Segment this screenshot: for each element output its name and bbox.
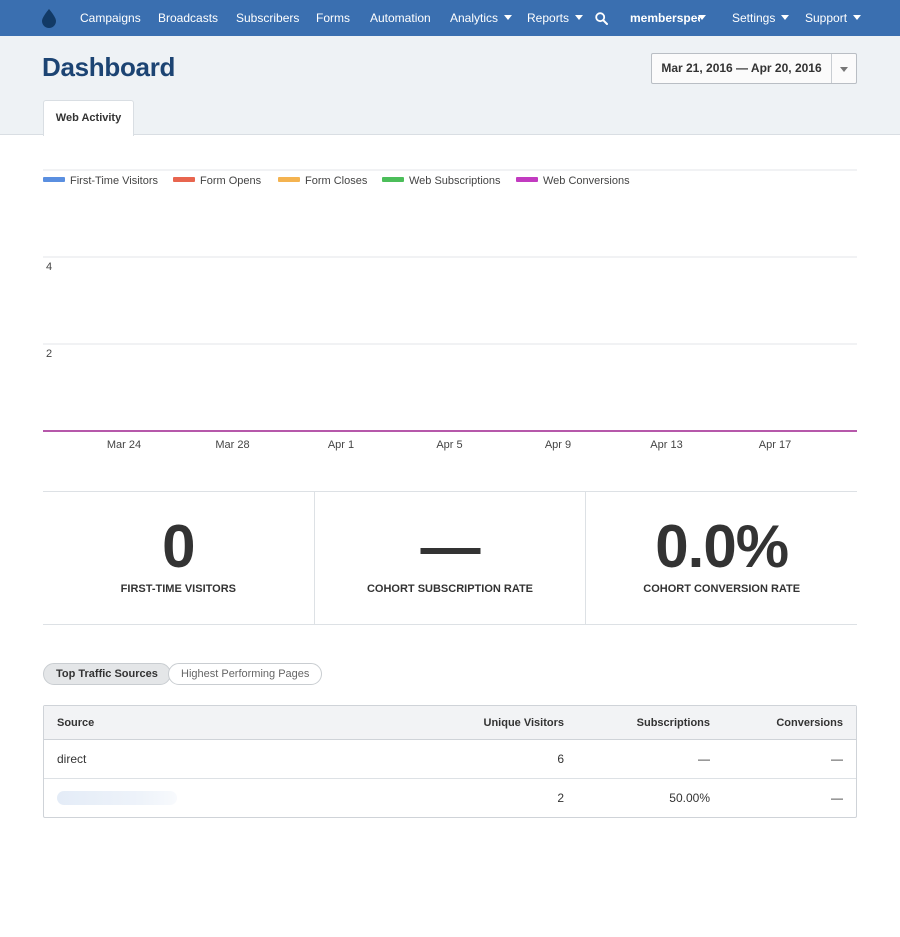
stat-value: — — [420, 513, 481, 580]
nav-reports[interactable]: Reports — [527, 0, 584, 36]
nav-settings[interactable]: Settings — [732, 0, 790, 36]
tab-top-traffic-sources[interactable]: Top Traffic Sources — [43, 663, 171, 685]
page-title: Dashboard — [42, 52, 176, 82]
nav-support[interactable]: Support — [805, 0, 862, 36]
subscriptions-cell: 50.00% — [669, 791, 710, 805]
table-header-row: Source Unique Visitors Subscriptions Con… — [44, 706, 856, 740]
column-header-source[interactable]: Source — [57, 716, 95, 729]
x-tick-label: Apr 5 — [436, 439, 462, 451]
x-tick-label: Mar 24 — [107, 439, 141, 451]
top-navigation: Campaigns Broadcasts Subscribers Forms A… — [0, 0, 900, 36]
chevron-down-icon — [840, 67, 848, 72]
nav-support-label: Support — [805, 11, 848, 25]
stat-cohort-conversion-rate: 0.0% COHORT CONVERSION RATE — [585, 492, 857, 624]
stat-value: 0.0% — [655, 513, 789, 580]
legend-item[interactable]: Web Conversions — [516, 175, 630, 187]
tab-highest-performing-pages[interactable]: Highest Performing Pages — [168, 663, 323, 685]
stat-value: 0 — [162, 513, 195, 580]
table-row: 2 50.00% — — [44, 779, 856, 817]
legend-item[interactable]: First-Time Visitors — [43, 175, 158, 187]
stat-caption: COHORT CONVERSION RATE — [643, 583, 801, 595]
x-tick-label: Apr 1 — [328, 439, 354, 451]
account-menu-label[interactable]: memberspee — [630, 11, 700, 25]
nav-subscribers[interactable]: Subscribers — [236, 11, 300, 25]
x-tick-label: Apr 9 — [545, 439, 571, 451]
source-cell — [57, 779, 177, 817]
column-header-unique-visitors[interactable]: Unique Visitors — [483, 716, 564, 729]
stat-cohort-subscription-rate: — COHORT SUBSCRIPTION RATE — [313, 492, 586, 624]
legend-item[interactable]: Form Opens — [173, 175, 261, 187]
stat-caption: FIRST-TIME VISITORS — [120, 583, 236, 595]
date-range-label: Mar 21, 2016 — Apr 20, 2016 — [661, 61, 822, 75]
conversions-cell: — — [831, 752, 843, 766]
visitors-cell: 2 — [557, 791, 564, 805]
visitors-cell: 6 — [557, 752, 564, 766]
stats-panel: 0 FIRST-TIME VISITORS — COHORT SUBSCRIPT… — [43, 491, 857, 625]
y-tick-label: 4 — [46, 261, 52, 273]
date-range-picker[interactable]: Mar 21, 2016 — Apr 20, 2016 — [651, 53, 857, 84]
x-tick-label: Apr 17 — [759, 439, 791, 451]
source-cell: direct — [57, 752, 87, 766]
nav-forms[interactable]: Forms — [316, 11, 350, 25]
chevron-down-icon — [504, 15, 513, 20]
traffic-sources-table: Source Unique Visitors Subscriptions Con… — [43, 705, 857, 818]
legend-swatch — [278, 177, 300, 182]
nav-analytics[interactable]: Analytics — [450, 0, 513, 36]
stat-first-time-visitors: 0 FIRST-TIME VISITORS — [43, 492, 314, 624]
nav-broadcasts[interactable]: Broadcasts — [158, 11, 219, 25]
legend-label: Web Subscriptions — [409, 175, 501, 187]
x-tick-label: Apr 13 — [650, 439, 682, 451]
legend-label: Form Closes — [305, 175, 368, 187]
chevron-down-icon — [575, 15, 584, 20]
y-tick-label: 2 — [46, 348, 52, 360]
legend-swatch — [516, 177, 538, 182]
search-icon[interactable] — [595, 12, 608, 25]
legend-swatch — [173, 177, 195, 182]
legend-swatch — [382, 177, 404, 182]
chevron-down-icon — [781, 15, 790, 20]
legend-item[interactable]: Form Closes — [278, 175, 367, 187]
legend-label: First-Time Visitors — [70, 175, 158, 187]
nav-campaigns[interactable]: Campaigns — [80, 11, 141, 25]
legend-swatch — [43, 177, 65, 182]
redacted-source — [57, 791, 177, 805]
legend-label: Form Opens — [200, 175, 262, 187]
page-header — [0, 36, 900, 135]
column-header-conversions[interactable]: Conversions — [776, 716, 843, 729]
table-row: direct 6 — — — [44, 740, 856, 779]
nav-analytics-label: Analytics — [450, 11, 499, 25]
legend-item[interactable]: Web Subscriptions — [382, 175, 501, 187]
nav-automation[interactable]: Automation — [370, 11, 431, 25]
stat-caption: COHORT SUBSCRIPTION RATE — [366, 583, 534, 595]
conversions-cell: — — [831, 791, 843, 805]
chevron-down-icon[interactable] — [698, 15, 706, 20]
subscriptions-cell: — — [698, 752, 710, 766]
chevron-down-icon — [853, 15, 862, 20]
x-tick-label: Mar 28 — [215, 439, 249, 451]
legend-label: Web Conversions — [543, 175, 630, 187]
tab-web-activity[interactable]: Web Activity — [43, 100, 134, 136]
nav-settings-label: Settings — [732, 11, 776, 25]
date-range-toggle[interactable] — [831, 54, 856, 83]
nav-reports-label: Reports — [527, 11, 570, 25]
drop-icon[interactable] — [41, 9, 57, 28]
web-activity-chart: 2 4 Mar 24 Mar 28 Apr 1 Apr 5 Apr 9 Apr 13 Apr 1… — [43, 169, 857, 451]
column-header-subscriptions[interactable]: Subscriptions — [636, 716, 710, 729]
